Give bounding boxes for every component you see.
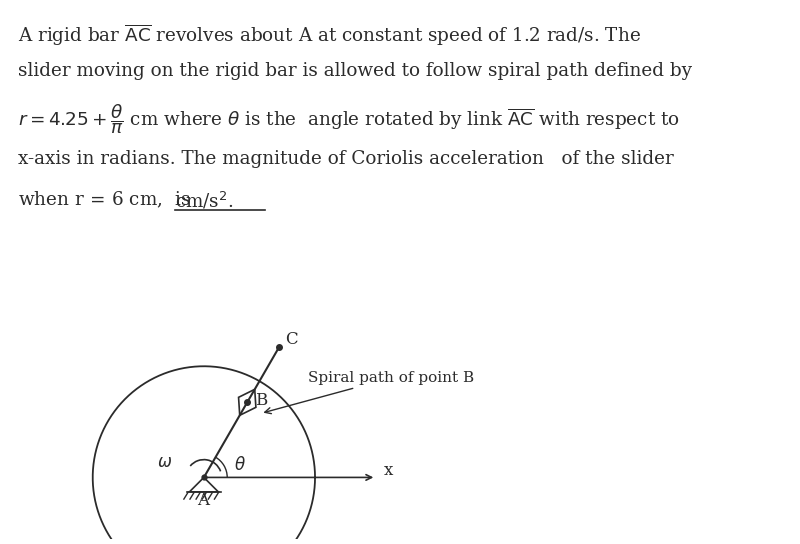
Text: $r = 4.25 + \dfrac{\theta}{\pi}$ cm where $\theta$ is the  angle rotated by link: $r = 4.25 + \dfrac{\theta}{\pi}$ cm wher…: [18, 102, 680, 136]
Text: cm/s$^{2}$.: cm/s$^{2}$.: [175, 190, 234, 211]
Text: $\omega$: $\omega$: [157, 454, 172, 472]
Text: when r$\,{=}\,$6 cm,  is: when r$\,{=}\,$6 cm, is: [18, 190, 190, 211]
Text: x: x: [384, 462, 394, 479]
Text: B: B: [255, 392, 267, 409]
Text: A: A: [197, 492, 209, 509]
Text: x-axis in radians. The magnitude of Coriolis acceleration   of the slider: x-axis in radians. The magnitude of Cori…: [18, 150, 674, 168]
Text: slider moving on the rigid bar is allowed to follow spiral path defined by: slider moving on the rigid bar is allowe…: [18, 62, 692, 80]
Text: C: C: [286, 331, 298, 348]
Text: A rigid bar $\overline{\mathrm{AC}}$ revolves about A at constant speed of 1.2 r: A rigid bar $\overline{\mathrm{AC}}$ rev…: [18, 22, 641, 47]
Text: Spiral path of point B: Spiral path of point B: [265, 371, 474, 413]
Text: $\theta$: $\theta$: [234, 456, 246, 474]
